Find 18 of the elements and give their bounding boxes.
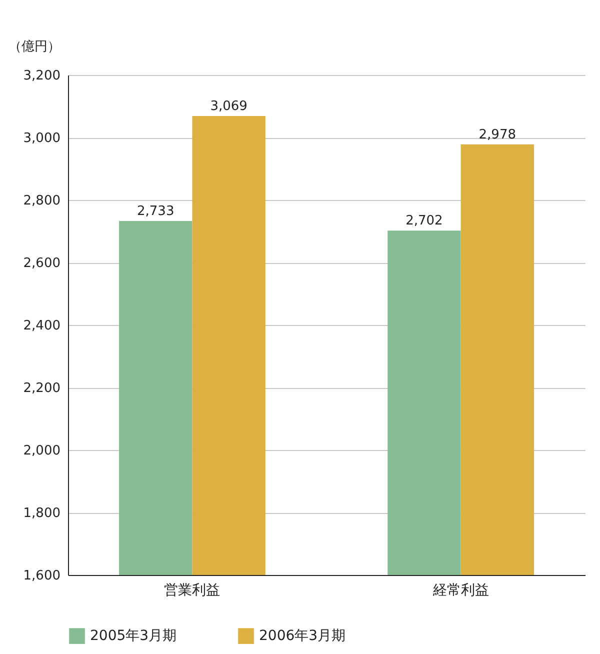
y-axis-title: （億円）: [8, 40, 60, 54]
data-label: 3,069: [210, 98, 248, 114]
x-tick-label: 経常利益: [432, 582, 489, 598]
y-tick-label: 2,800: [23, 194, 60, 208]
y-tick-label: 2,600: [23, 256, 60, 271]
y-tick-label: 3,000: [23, 131, 60, 146]
y-tick-label: 3,200: [23, 68, 60, 84]
y-tick-label: 1,800: [23, 506, 60, 521]
x-tick-label: 営業利益: [164, 582, 220, 598]
data-label: 2,702: [406, 214, 443, 229]
y-tick-label: 1,600: [23, 568, 60, 584]
y-tick-label: 2,000: [23, 444, 60, 458]
data-label: 2,733: [137, 204, 174, 219]
data-label: 2,978: [478, 127, 516, 142]
legend-label: 2006年3月期: [259, 628, 346, 644]
legend-label: 2005年3月期: [90, 628, 177, 644]
y-tick-label: 2,400: [23, 318, 60, 334]
y-tick-label: 2,200: [23, 381, 60, 396]
